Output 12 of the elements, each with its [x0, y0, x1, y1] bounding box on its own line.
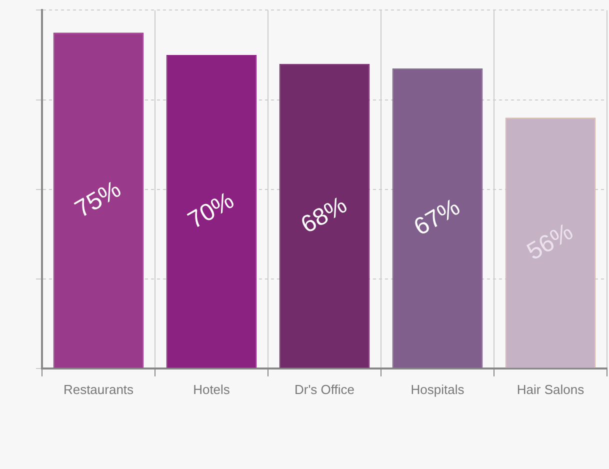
- bar: [166, 54, 257, 368]
- data-label: 68%: [296, 191, 352, 239]
- x-tick-label: Hospitals: [410, 382, 465, 397]
- bar: [392, 68, 483, 368]
- x-tick-label: Restaurants: [63, 382, 134, 397]
- data-label: 67%: [410, 194, 465, 242]
- data-label: 70%: [184, 186, 239, 234]
- bar: [53, 32, 144, 368]
- data-label: 75%: [70, 176, 126, 224]
- x-tick-label: Dr's Office: [294, 382, 355, 397]
- x-tick-label: Hotels: [193, 382, 230, 397]
- x-tick-label: Hair Salons: [516, 382, 585, 397]
